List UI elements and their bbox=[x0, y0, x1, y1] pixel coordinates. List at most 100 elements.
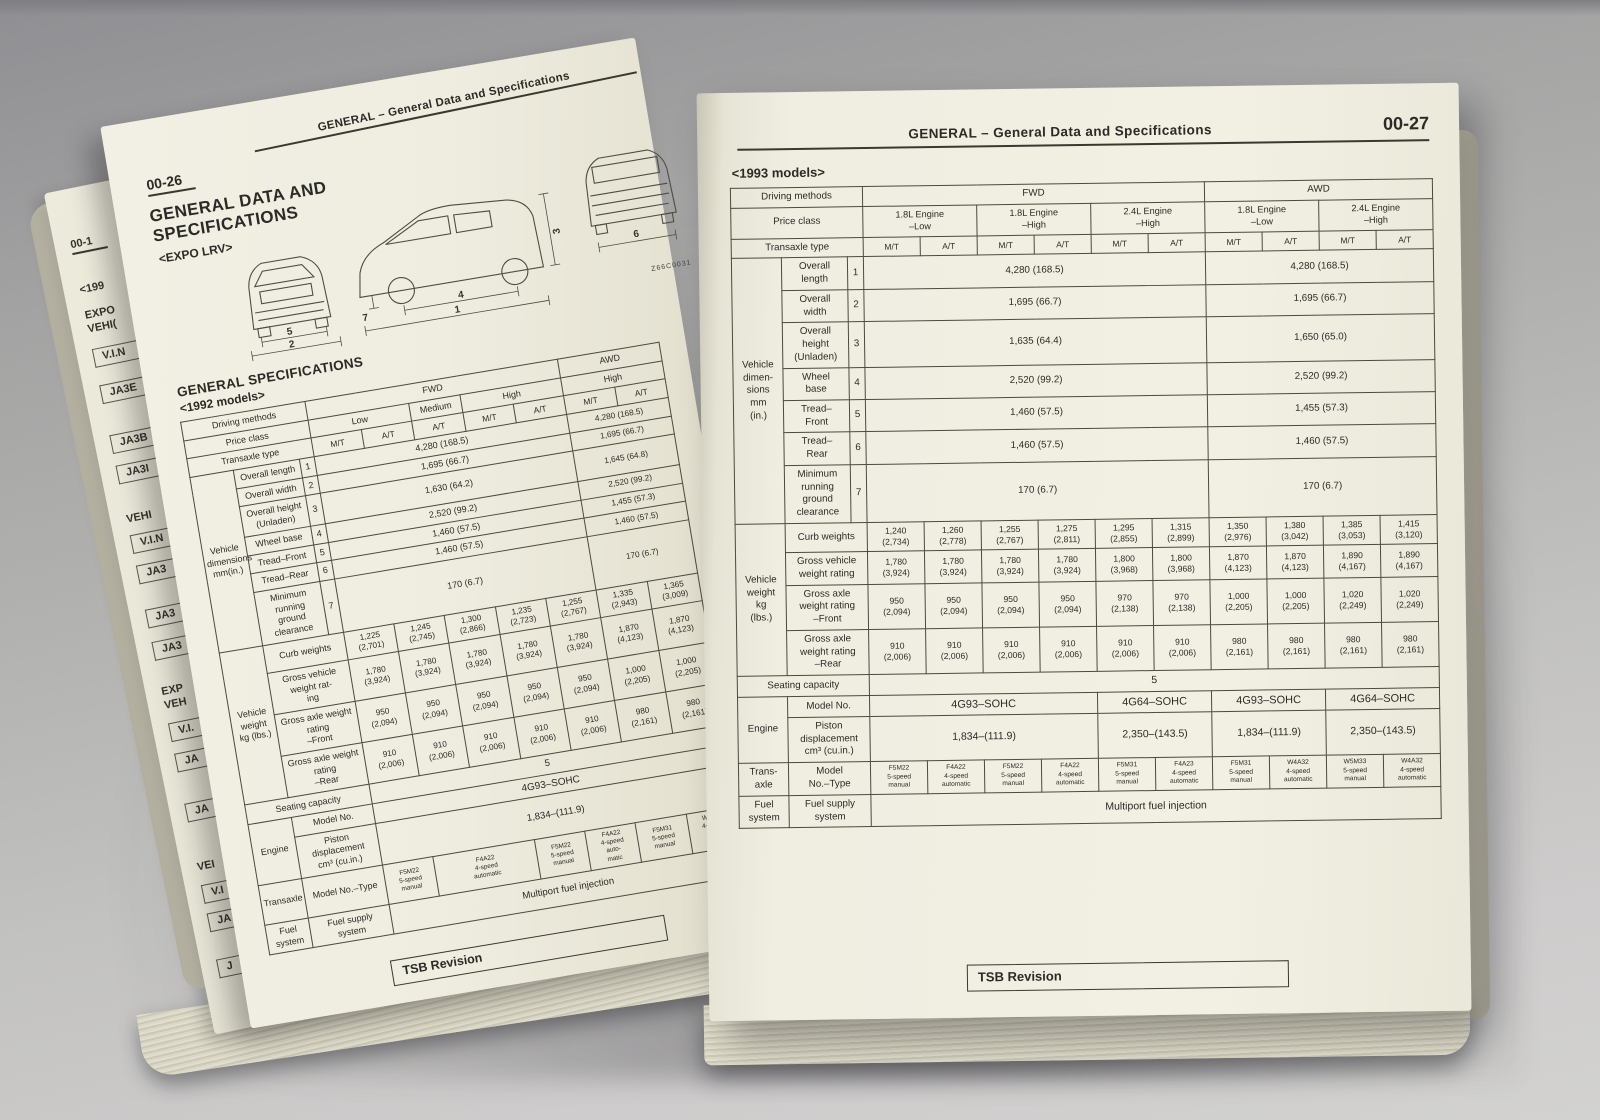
table-cell: M/T bbox=[977, 234, 1035, 256]
table-cell: Trans- axle bbox=[738, 762, 789, 797]
table-cell: 910 (2,006) bbox=[925, 627, 984, 674]
table-cell: 7 bbox=[850, 464, 868, 523]
table-cell: A/T bbox=[1034, 234, 1092, 255]
tsb-revision-box-right: TSB Revision bbox=[966, 960, 1290, 992]
table-cell: Minimum running ground clearance bbox=[784, 464, 852, 524]
right-page-number: 00-27 bbox=[1382, 113, 1430, 134]
table-cell: 1,800 (3,968) bbox=[1095, 547, 1153, 582]
right-page-header: GENERAL – General Data and Specification… bbox=[736, 113, 1430, 151]
table-cell: 1.8L Engine –Low bbox=[862, 204, 978, 238]
table-cell: 1,870 (4,123) bbox=[1266, 545, 1324, 579]
table-cell: F4A23 4-speed automatic bbox=[1155, 756, 1213, 791]
table-cell: 1,315 (2,899) bbox=[1152, 517, 1210, 548]
right-running-header: GENERAL – General Data and Specification… bbox=[908, 122, 1212, 142]
table-cell: 3 bbox=[848, 321, 865, 368]
table-cell: 910 (2,006) bbox=[1153, 624, 1212, 671]
table-cell: Overall width bbox=[781, 289, 849, 324]
table-cell: M/T bbox=[1205, 231, 1263, 253]
table-cell: Gross axle weight rating –Front bbox=[785, 584, 869, 631]
table-cell: 1.8L Engine –High bbox=[976, 203, 1092, 236]
table-cell: 1,800 (3,968) bbox=[1152, 546, 1210, 581]
table-cell: Multiport fuel injection bbox=[870, 786, 1442, 827]
table-cell: Fuel system bbox=[738, 795, 790, 829]
right-models-label: <1993 models> bbox=[731, 164, 826, 181]
table-cell: 1,460 (57.5) bbox=[865, 427, 1209, 465]
table-cell: 4 bbox=[848, 367, 866, 400]
table-cell: 970 (2,138) bbox=[1152, 579, 1211, 626]
table-cell: Overall length bbox=[781, 257, 848, 291]
table-cell: 1,780 (3,924) bbox=[867, 550, 925, 585]
table-cell: 1,695 (66.7) bbox=[863, 284, 1207, 322]
table-cell: 980 (2,161) bbox=[1210, 623, 1269, 670]
table-cell: 170 (6.7) bbox=[866, 459, 1210, 523]
table-cell: 4,280 (168.5) bbox=[863, 252, 1206, 290]
table-cell: Overall height (Unladen) bbox=[782, 322, 849, 369]
svg-text:2: 2 bbox=[288, 339, 296, 351]
table-cell: A/T bbox=[1262, 230, 1320, 252]
table-cell: F5M31 5-speed manual bbox=[1098, 757, 1156, 792]
table-cell: 1,000 (2,205) bbox=[1266, 577, 1325, 624]
table-cell: 950 (2,094) bbox=[924, 582, 983, 629]
table-cell: Tread– Front bbox=[783, 399, 850, 434]
table-cell: 1.8L Engine –Low bbox=[1204, 199, 1320, 233]
table-cell: A/T bbox=[920, 235, 978, 257]
table-cell: Wheel base bbox=[782, 367, 850, 401]
table-cell: Vehicle dimen- sions mm (in.) bbox=[731, 258, 786, 525]
table-cell: Vehicle weight kg (lbs.) bbox=[735, 523, 788, 677]
table-cell: 910 (2,006) bbox=[1096, 625, 1155, 672]
table-cell: 1,780 (3,924) bbox=[981, 549, 1039, 583]
table-cell: 4G93–SOHC bbox=[1211, 688, 1326, 712]
table-cell: 950 (2,094) bbox=[867, 583, 926, 630]
table-cell: 910 (2,006) bbox=[1039, 626, 1098, 673]
table-cell: Seating capacity bbox=[737, 674, 870, 698]
table-cell: 1,635 (64.4) bbox=[864, 317, 1207, 368]
table-cell: 1,870 (4,123) bbox=[1209, 546, 1267, 580]
left-page: GENERAL – General Data and Specification… bbox=[100, 37, 786, 1029]
table-cell: 1,020 (2,249) bbox=[1380, 576, 1439, 623]
table-cell: F5M22 5-speed manual bbox=[870, 760, 928, 795]
table-cell: 1,695 (66.7) bbox=[1205, 281, 1435, 318]
car-side-view-icon: 3 4 1 7 bbox=[359, 192, 563, 337]
right-page: GENERAL – General Data and Specification… bbox=[696, 82, 1472, 1022]
table-cell: M/T bbox=[1091, 233, 1149, 254]
table-cell: 1,890 (4,167) bbox=[1323, 544, 1381, 578]
svg-text:6: 6 bbox=[633, 229, 641, 241]
table-cell: Piston displacement cm³ (cu.in.) bbox=[787, 716, 871, 763]
table-cell: 970 (2,138) bbox=[1095, 580, 1154, 627]
table-cell: Model No. bbox=[787, 695, 870, 718]
table-cell: F4A22 4-speed automatic bbox=[1041, 758, 1099, 793]
table-cell: 2 bbox=[847, 289, 865, 323]
table-cell: Model No.–Type bbox=[788, 761, 871, 796]
table-cell: A/T bbox=[1376, 229, 1434, 250]
table-cell: 170 (6.7) bbox=[1208, 456, 1438, 518]
table-cell: 1,834–(111.9) bbox=[869, 713, 1099, 762]
table-cell: 1,020 (2,249) bbox=[1323, 577, 1382, 624]
table-cell: 1,780 (3,924) bbox=[924, 550, 982, 584]
table-cell: 950 (2,094) bbox=[981, 581, 1040, 628]
table-cell: M/T bbox=[863, 236, 921, 257]
table-cell: 1,460 (57.5) bbox=[865, 394, 1208, 432]
figure-code: Z66C0031 bbox=[651, 259, 692, 273]
table-cell: Price class bbox=[730, 206, 864, 240]
table-cell: W5M33 5-speed manual bbox=[1326, 754, 1384, 789]
table-cell: Gross vehicle weight rating bbox=[785, 551, 868, 586]
table-cell: 4G64–SOHC bbox=[1097, 690, 1212, 714]
table-cell: 1,834–(111.9) bbox=[1211, 710, 1327, 757]
table-cell: 1 bbox=[847, 256, 864, 290]
table-cell: 1,240 (2,734) bbox=[867, 521, 925, 552]
table-cell: Fuel supply system bbox=[788, 794, 872, 829]
table-cell: Engine bbox=[737, 696, 789, 764]
table-cell: 980 (2,161) bbox=[1267, 623, 1326, 670]
car-front-view-icon: 5 2 bbox=[248, 256, 343, 362]
table-cell: 2.4L Engine –High bbox=[1090, 201, 1206, 235]
svg-text:4: 4 bbox=[457, 289, 465, 301]
table-cell: 1,650 (65.0) bbox=[1206, 313, 1435, 363]
vehicle-dimension-diagram: 5 2 3 4 1 7 6 Z66C0031 bbox=[248, 149, 692, 362]
spec-table-1992: Driving methods FWD AWD Price class Low Mediu… bbox=[180, 342, 749, 956]
table-cell: 6 bbox=[849, 431, 867, 465]
photo-top-shading bbox=[0, 0, 1600, 16]
table-cell: 1,460 (57.5) bbox=[1207, 424, 1437, 460]
car-rear-view-icon: 6 bbox=[585, 149, 678, 253]
svg-text:1: 1 bbox=[454, 304, 462, 316]
svg-text:5: 5 bbox=[286, 326, 294, 338]
